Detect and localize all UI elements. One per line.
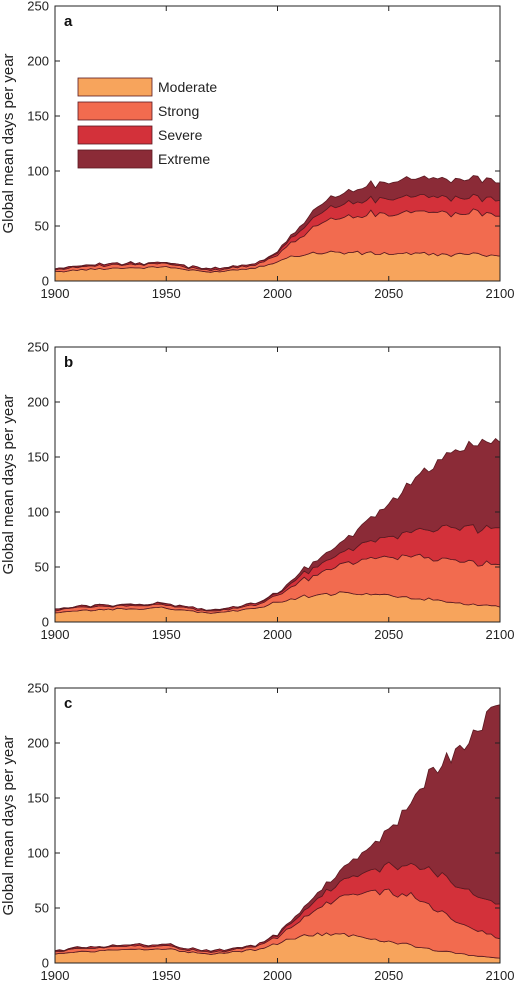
legend-swatch-strong bbox=[77, 101, 153, 121]
y-tick-label: 250 bbox=[27, 681, 49, 696]
legend-swatch-severe bbox=[77, 125, 153, 145]
legend-swatch-moderate bbox=[77, 77, 153, 97]
y-tick-label: 0 bbox=[42, 615, 49, 630]
y-tick-label: 250 bbox=[27, 0, 49, 14]
x-tick-label: 2050 bbox=[374, 968, 403, 983]
y-tick-label: 200 bbox=[27, 736, 49, 751]
panel-label: c bbox=[64, 695, 72, 712]
y-tick-label: 100 bbox=[27, 846, 49, 861]
x-tick-label: 1900 bbox=[41, 627, 70, 642]
x-tick-label: 1900 bbox=[41, 968, 70, 983]
y-tick-label: 50 bbox=[35, 901, 49, 916]
chart-panel-c: 0 50 100 150 200 250 1900 1950 2000 2050 2100 Globa… bbox=[0, 681, 514, 984]
x-tick-label: 2050 bbox=[374, 286, 403, 301]
legend-label-strong: Strong bbox=[158, 103, 199, 119]
y-tick-label: 250 bbox=[27, 340, 49, 355]
x-tick-label: 2100 bbox=[486, 627, 515, 642]
x-tick-label: 1950 bbox=[152, 968, 181, 983]
chart-panel-b: 0 50 100 150 200 250 1900 1950 2000 2050 2100 Globa… bbox=[0, 340, 514, 643]
y-tick-label: 0 bbox=[42, 274, 49, 289]
legend-label-severe: Severe bbox=[158, 127, 203, 143]
x-tick-label: 2000 bbox=[263, 286, 292, 301]
y-tick-label: 150 bbox=[27, 791, 49, 806]
panel-label: b bbox=[64, 354, 73, 371]
x-tick-label: 2050 bbox=[374, 627, 403, 642]
panel-label: a bbox=[64, 13, 73, 30]
y-tick-label: 200 bbox=[27, 395, 49, 410]
x-tick-label: 2000 bbox=[263, 968, 292, 983]
y-axis-title: Global mean days per year bbox=[0, 53, 17, 233]
y-tick-label: 100 bbox=[27, 505, 49, 520]
y-tick-label: 100 bbox=[27, 164, 49, 179]
x-tick-label: 1950 bbox=[152, 286, 181, 301]
y-tick-label: 0 bbox=[42, 956, 49, 971]
legend-swatch-extreme bbox=[77, 149, 153, 169]
y-tick-label: 50 bbox=[35, 560, 49, 575]
x-tick-label: 2100 bbox=[486, 968, 515, 983]
y-tick-label: 200 bbox=[27, 54, 49, 69]
x-tick-label: 2100 bbox=[486, 286, 515, 301]
x-tick-label: 1950 bbox=[152, 627, 181, 642]
y-tick-label: 150 bbox=[27, 109, 49, 124]
x-tick-label: 2000 bbox=[263, 627, 292, 642]
y-axis-title: Global mean days per year bbox=[0, 735, 17, 915]
chart-panel-a: 0 50 100 150 200 250 1900 1950 2000 2050 2100 Globa… bbox=[0, 0, 514, 301]
x-tick-label: 1900 bbox=[41, 286, 70, 301]
legend: Moderate Strong Severe Extreme bbox=[77, 77, 217, 169]
legend-label-moderate: Moderate bbox=[158, 79, 217, 95]
y-tick-label: 150 bbox=[27, 450, 49, 465]
legend-label-extreme: Extreme bbox=[158, 151, 210, 167]
y-axis-title: Global mean days per year bbox=[0, 394, 17, 574]
y-tick-label: 50 bbox=[35, 219, 49, 234]
